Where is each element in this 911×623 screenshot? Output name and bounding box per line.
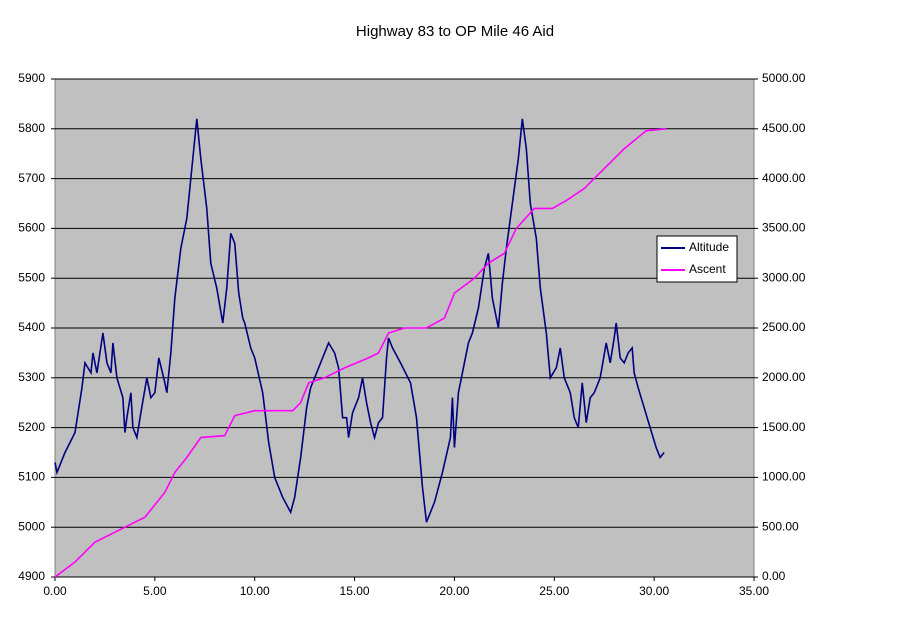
y-tick-label: 4900 xyxy=(18,569,45,583)
y2-tick-label: 500.00 xyxy=(762,519,799,533)
legend-label: Altitude xyxy=(689,240,729,254)
y-tick-label: 5500 xyxy=(18,270,45,284)
series-line xyxy=(54,128,667,578)
y-tick-label: 5400 xyxy=(18,320,45,334)
y2-tick-label: 5000.00 xyxy=(762,71,806,85)
legend-box xyxy=(656,235,738,283)
y-tick-label: 5000 xyxy=(18,519,45,533)
y-tick-label: 5300 xyxy=(18,370,45,384)
y2-tick-label: 4500.00 xyxy=(762,121,806,135)
y-tick-label: 5900 xyxy=(18,71,45,85)
y2-tick-label: 3500.00 xyxy=(762,221,806,235)
y2-tick-label: 4000.00 xyxy=(762,171,806,185)
x-tick-label: 10.00 xyxy=(240,584,270,598)
x-tick-label: 5.00 xyxy=(143,584,167,598)
y2-tick-label: 2500.00 xyxy=(762,320,806,334)
x-tick-label: 35.00 xyxy=(739,584,769,598)
x-tick-label: 20.00 xyxy=(439,584,469,598)
x-tick-label: 0.00 xyxy=(43,584,67,598)
y2-tick-label: 1500.00 xyxy=(762,420,806,434)
y-tick-label: 5100 xyxy=(18,470,45,484)
y2-tick-label: 0.00 xyxy=(762,569,786,583)
x-tick-label: 30.00 xyxy=(639,584,669,598)
y-tick-label: 5600 xyxy=(18,221,45,235)
y-tick-label: 5700 xyxy=(18,171,45,185)
chart-title: Highway 83 to OP Mile 46 Aid xyxy=(356,23,554,40)
series-line xyxy=(54,118,665,523)
legend-label: Ascent xyxy=(689,262,726,276)
y-tick-label: 5800 xyxy=(18,121,45,135)
y2-tick-label: 3000.00 xyxy=(762,270,806,284)
y2-tick-label: 2000.00 xyxy=(762,370,806,384)
y2-tick-label: 1000.00 xyxy=(762,470,806,484)
y-tick-label: 5200 xyxy=(18,420,45,434)
x-tick-label: 15.00 xyxy=(340,584,370,598)
x-tick-label: 25.00 xyxy=(539,584,569,598)
